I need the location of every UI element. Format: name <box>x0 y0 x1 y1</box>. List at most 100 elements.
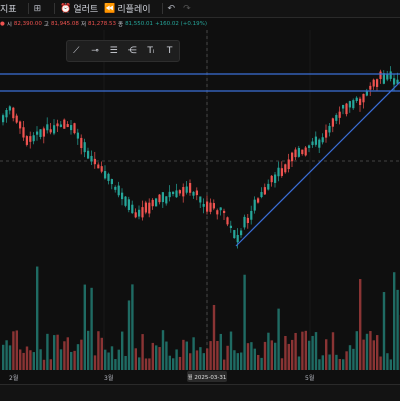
candle-body <box>233 230 235 238</box>
volume-bar <box>43 360 45 370</box>
volume-bar <box>203 353 205 370</box>
horizontal-line-icon[interactable]: ⊸ <box>88 46 101 56</box>
candle-body <box>39 129 41 137</box>
candle-body <box>376 79 378 87</box>
price-chart[interactable] <box>0 0 400 384</box>
candle-body <box>315 137 317 145</box>
candle-body <box>90 156 92 162</box>
candle-body <box>352 100 354 108</box>
candle-body <box>124 197 126 206</box>
volume-bar <box>39 349 41 370</box>
volume-bar <box>179 357 181 370</box>
volume-bar <box>12 331 14 370</box>
candle-body <box>148 203 150 214</box>
candle-body <box>243 217 245 228</box>
volume-bar <box>373 340 375 370</box>
volume-bar <box>328 355 330 370</box>
candle-body <box>131 205 133 213</box>
volume-bar <box>73 351 75 370</box>
volume-bar <box>192 337 194 370</box>
volume-bar <box>339 359 341 370</box>
candle-body <box>152 200 154 206</box>
trend-line[interactable] <box>236 82 400 246</box>
candle-body <box>77 133 79 139</box>
candle-body <box>26 136 28 145</box>
volume-bar <box>281 358 283 370</box>
candle-body <box>60 124 62 126</box>
volume-bar <box>5 340 7 370</box>
candle-body <box>362 94 364 102</box>
candle-body <box>121 193 123 199</box>
volume-bar <box>349 345 351 370</box>
volume-bar <box>36 267 38 370</box>
volume-bar <box>301 332 303 370</box>
volume-bar <box>379 357 381 370</box>
candle-body <box>114 187 116 190</box>
candle-body <box>189 183 191 193</box>
candle-body <box>226 217 228 224</box>
volume-bar <box>175 349 177 370</box>
volume-bar <box>172 358 174 370</box>
volume-bar <box>237 353 239 370</box>
candle-body <box>46 124 48 130</box>
candle-body <box>209 203 211 212</box>
volume-bar <box>101 338 103 370</box>
x-axis-label: 3월 <box>104 373 113 382</box>
volume-bar <box>220 334 222 370</box>
candle-body <box>179 190 181 193</box>
candle-body <box>220 207 222 210</box>
volume-bar <box>345 351 347 370</box>
candle-body <box>254 200 256 211</box>
volume-bar <box>271 340 273 370</box>
candle-body <box>308 145 310 148</box>
volume-bar <box>362 340 364 370</box>
volume-bar <box>19 349 21 370</box>
fib-retracement-icon[interactable]: ☰ <box>107 46 120 56</box>
brush-icon[interactable]: ⋲ <box>126 46 139 56</box>
volume-bar <box>148 358 150 370</box>
volume-bar <box>196 350 198 370</box>
volume-bar <box>209 341 211 370</box>
volume-bar <box>107 352 109 370</box>
volume-bar <box>267 333 269 370</box>
volume-bar <box>311 336 313 370</box>
volume-bar <box>77 344 79 370</box>
volume-bar <box>141 334 143 370</box>
volume-bar <box>162 330 164 370</box>
volume-bar <box>223 360 225 370</box>
candle-body <box>328 126 330 133</box>
text-size-icon[interactable]: Tᵢ <box>144 46 157 56</box>
volume-bar <box>390 359 392 370</box>
volume-bar <box>288 344 290 370</box>
candle-body <box>111 179 113 184</box>
candle-body <box>240 231 242 236</box>
candle-body <box>325 130 327 138</box>
x-axis-label: 5월 <box>305 373 314 382</box>
volume-bar <box>216 341 218 370</box>
candle-body <box>294 150 296 158</box>
candle-body <box>63 120 65 129</box>
text-icon[interactable]: T <box>163 46 176 56</box>
volume-bar <box>284 336 286 370</box>
volume-bar <box>111 346 113 370</box>
volume-bar <box>199 347 201 370</box>
candle-body <box>386 74 388 79</box>
candle-body <box>339 112 341 118</box>
volume-bar <box>264 342 266 370</box>
candle-body <box>118 186 120 196</box>
volume-bar <box>169 356 171 370</box>
trend-line-icon[interactable]: ⟋ <box>70 46 83 56</box>
volume-bar <box>114 359 116 370</box>
volume-bar <box>118 350 120 370</box>
candle-body <box>172 192 174 194</box>
volume-bar <box>226 346 228 370</box>
volume-bar <box>158 347 160 370</box>
volume-bar <box>94 355 96 370</box>
candle-body <box>213 203 215 208</box>
candle-body <box>22 127 24 137</box>
candle-body <box>298 148 300 157</box>
candle-body <box>349 101 351 107</box>
volume-bar <box>97 331 99 370</box>
candle-body <box>33 135 35 141</box>
volume-bar <box>291 340 293 370</box>
